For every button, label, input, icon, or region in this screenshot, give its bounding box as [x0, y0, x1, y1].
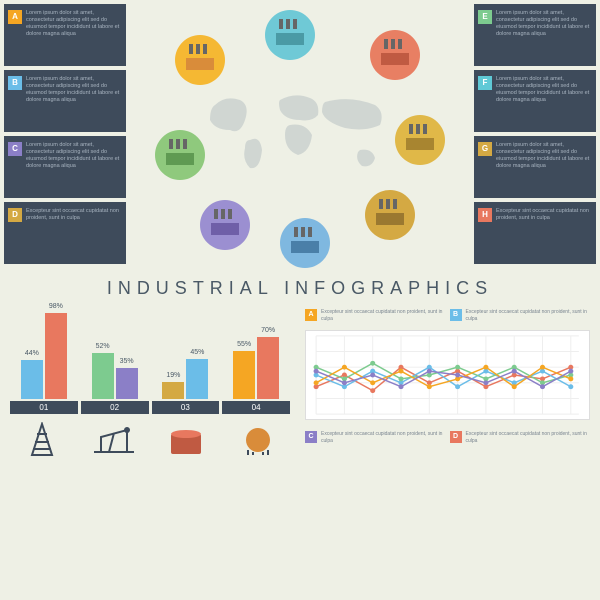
- right-column: E Lorem ipsum dolor sit amet, consectetu…: [470, 0, 600, 270]
- factory-icon: [186, 50, 214, 70]
- industrial-icons-row: [10, 422, 290, 457]
- map-bubble-3: [155, 130, 205, 180]
- card-text: Lorem ipsum dolor sit amet, consectetur …: [26, 10, 120, 60]
- legend-top: A Excepteur sint occaecat cupidatat non …: [305, 309, 590, 322]
- card-text: Lorem ipsum dolor sit amet, consectetur …: [496, 76, 590, 126]
- bar-chart: 44%98% 01 52%35% 02 19%45% 03 55%70% 04: [10, 309, 290, 414]
- factory-icon: [381, 45, 409, 65]
- map-bubble-6: [365, 190, 415, 240]
- factory-icon: [211, 215, 239, 235]
- pump-jack-icon: [89, 422, 139, 457]
- bar-label: 03: [152, 401, 220, 414]
- legend-text: Excepteur sint occaecat cupidatat non pr…: [321, 309, 446, 322]
- bar-group-04: 55%70% 04: [222, 309, 290, 414]
- bar-label: 04: [222, 401, 290, 414]
- legend-item-d: D Excepteur sint occaecat cupidatat non …: [450, 431, 591, 444]
- map-bubble-1: [265, 10, 315, 60]
- left-column: A Lorem ipsum dolor sit amet, consectetu…: [0, 0, 130, 270]
- card-text: Excepteur sint occaecat cupidatat non pr…: [26, 208, 120, 258]
- bar-group-01: 44%98% 01: [10, 309, 78, 414]
- bar-label: 01: [10, 401, 78, 414]
- legend-item-a: A Excepteur sint occaecat cupidatat non …: [305, 309, 446, 322]
- factory-icon: [166, 145, 194, 165]
- legend-badge: D: [450, 431, 462, 443]
- legend-text: Excepteur sint occaecat cupidatat non pr…: [466, 309, 591, 322]
- legend-bottom: C Excepteur sint occaecat cupidatat non …: [305, 431, 590, 444]
- legend-item-b: B Excepteur sint occaecat cupidatat non …: [450, 309, 591, 322]
- bar: 70%: [257, 337, 279, 399]
- bar-label: 02: [81, 401, 149, 414]
- legend-text: Excepteur sint occaecat cupidatat non pr…: [321, 431, 446, 444]
- badge-a: A: [8, 10, 22, 24]
- legend-badge: C: [305, 431, 317, 443]
- info-card-c: C Lorem ipsum dolor sit amet, consectetu…: [4, 136, 126, 198]
- main-title: INDUSTRIAL INFOGRAPHICS: [0, 278, 600, 299]
- badge-h: H: [478, 208, 492, 222]
- bar-group-02: 52%35% 02: [81, 309, 149, 414]
- factory-icon: [276, 25, 304, 45]
- card-text: Lorem ipsum dolor sit amet, consectetur …: [26, 142, 120, 192]
- info-card-e: E Lorem ipsum dolor sit amet, consectetu…: [474, 4, 596, 66]
- legend-text: Excepteur sint occaecat cupidatat non pr…: [466, 431, 591, 444]
- bar-group-03: 19%45% 03: [152, 309, 220, 414]
- map-bubble-5: [280, 218, 330, 268]
- info-card-a: A Lorem ipsum dolor sit amet, consectetu…: [4, 4, 126, 66]
- top-section: A Lorem ipsum dolor sit amet, consectetu…: [0, 0, 600, 270]
- line-chart-section: A Excepteur sint occaecat cupidatat non …: [305, 309, 590, 457]
- bar: 45%: [186, 359, 208, 399]
- info-card-g: G Lorem ipsum dolor sit amet, consectetu…: [474, 136, 596, 198]
- map-bubble-2: [370, 30, 420, 80]
- legend-badge: B: [450, 309, 462, 321]
- line-chart: [305, 330, 590, 420]
- badge-g: G: [478, 142, 492, 156]
- badge-b: B: [8, 76, 22, 90]
- info-card-f: F Lorem ipsum dolor sit amet, consectetu…: [474, 70, 596, 132]
- factory-icon: [291, 233, 319, 253]
- card-text: Lorem ipsum dolor sit amet, consectetur …: [496, 142, 590, 192]
- info-card-h: H Excepteur sint occaecat cupidatat non …: [474, 202, 596, 264]
- card-text: Excepteur sint occaecat cupidatat non pr…: [496, 208, 590, 258]
- info-card-b: B Lorem ipsum dolor sit amet, consectetu…: [4, 70, 126, 132]
- gas-sphere-icon: [233, 422, 283, 457]
- legend-badge: A: [305, 309, 317, 321]
- info-card-d: D Excepteur sint occaecat cupidatat non …: [4, 202, 126, 264]
- bar: 98%: [45, 313, 67, 399]
- factory-icon: [406, 130, 434, 150]
- map-bubble-4: [200, 200, 250, 250]
- map-bubble-0: [175, 35, 225, 85]
- bottom-section: 44%98% 01 52%35% 02 19%45% 03 55%70% 04 …: [0, 309, 600, 457]
- storage-tank-icon: [161, 422, 211, 457]
- bar-chart-section: 44%98% 01 52%35% 02 19%45% 03 55%70% 04: [10, 309, 290, 457]
- card-text: Lorem ipsum dolor sit amet, consectetur …: [26, 76, 120, 126]
- badge-e: E: [478, 10, 492, 24]
- legend-item-c: C Excepteur sint occaecat cupidatat non …: [305, 431, 446, 444]
- bar: 55%: [233, 351, 255, 399]
- bar: 52%: [92, 353, 114, 399]
- map-bubble-7: [395, 115, 445, 165]
- badge-f: F: [478, 76, 492, 90]
- bar: 44%: [21, 360, 43, 399]
- badge-d: D: [8, 208, 22, 222]
- badge-c: C: [8, 142, 22, 156]
- factory-icon: [376, 205, 404, 225]
- world-map-area: [130, 0, 470, 270]
- card-text: Lorem ipsum dolor sit amet, consectetur …: [496, 10, 590, 60]
- bar: 19%: [162, 382, 184, 399]
- oil-derrick-icon: [17, 422, 67, 457]
- world-map: [200, 80, 400, 190]
- bar: 35%: [116, 368, 138, 399]
